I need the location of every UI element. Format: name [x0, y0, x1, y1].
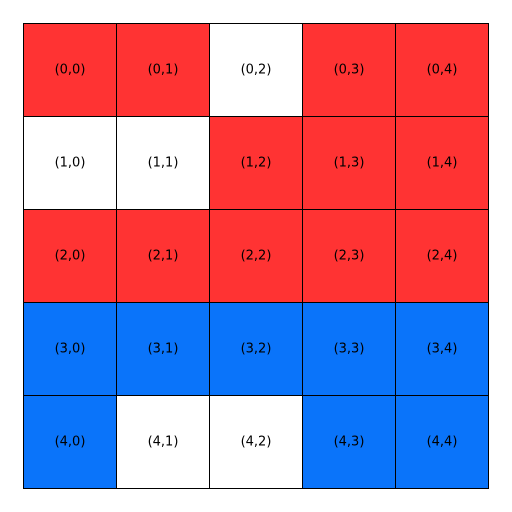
cell-label: (3,2) [241, 342, 272, 357]
cell-label: (3,0) [55, 342, 86, 357]
grid-cell [209, 209, 303, 303]
grid-cell [302, 209, 396, 303]
cell-label: (1,1) [148, 156, 179, 171]
cell-label: (1,2) [241, 156, 272, 171]
cell-label: (0,2) [241, 63, 272, 78]
cell-label: (1,3) [334, 156, 365, 171]
grid-cell [395, 209, 489, 303]
grid-cell [302, 302, 396, 396]
cell-label: (0,1) [148, 63, 179, 78]
grid-cell [209, 395, 303, 489]
grid-cell [116, 395, 210, 489]
grid-cell [209, 23, 303, 117]
cell-label: (4,4) [427, 435, 458, 450]
grid-cell [395, 395, 489, 489]
cell-label: (2,2) [241, 249, 272, 264]
cell-label: (4,1) [148, 435, 179, 450]
cell-label: (4,2) [241, 435, 272, 450]
grid-cell [395, 302, 489, 396]
cell-label: (1,4) [427, 156, 458, 171]
grid-cell [23, 23, 117, 117]
grid-cell [209, 302, 303, 396]
grid-cell [23, 116, 117, 210]
cell-label: (1,0) [55, 156, 86, 171]
cell-label: (3,3) [334, 342, 365, 357]
cell-label: (3,1) [148, 342, 179, 357]
cell-label: (4,3) [334, 435, 365, 450]
cell-label: (2,3) [334, 249, 365, 264]
cell-label: (0,3) [334, 63, 365, 78]
cell-label: (2,1) [148, 249, 179, 264]
grid-cell [23, 302, 117, 396]
grid-cell [23, 395, 117, 489]
grid-cell [116, 302, 210, 396]
cell-label: (0,4) [427, 63, 458, 78]
grid-cell [116, 23, 210, 117]
cell-label: (2,4) [427, 249, 458, 264]
cell-label: (0,0) [55, 63, 86, 78]
grid-cell [116, 209, 210, 303]
grid-cell [395, 116, 489, 210]
cell-label: (2,0) [55, 249, 86, 264]
cell-label: (3,4) [427, 342, 458, 357]
grid-cell [209, 116, 303, 210]
grid-cell [395, 23, 489, 117]
cell-label: (4,0) [55, 435, 86, 450]
grid-cell [302, 23, 396, 117]
